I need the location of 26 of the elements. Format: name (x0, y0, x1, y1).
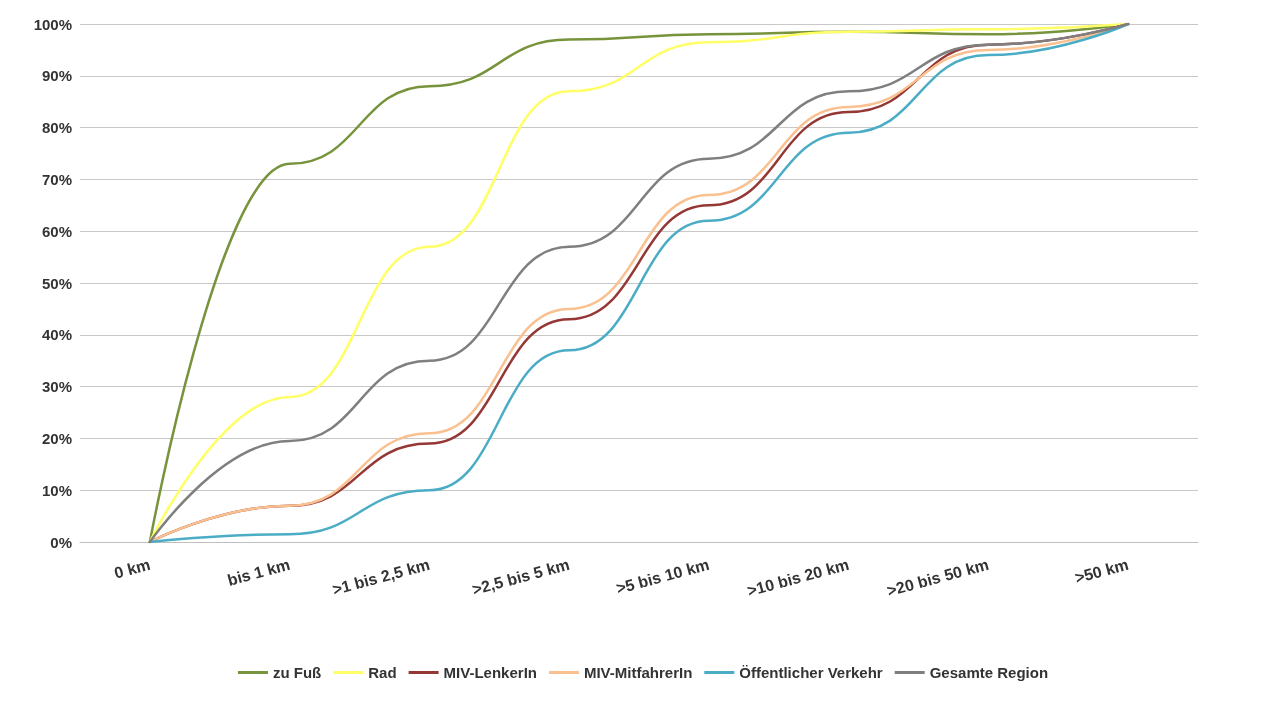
x-tick-label: 0 km (112, 555, 153, 582)
y-tick-label: 60% (41, 222, 72, 240)
y-tick-label: 70% (41, 170, 72, 188)
legend-label: MIV-LenkerIn (443, 664, 537, 681)
legend-label: zu Fuß (272, 664, 322, 681)
legend-label: MIV-MitfahrerIn (583, 664, 693, 681)
x-tick-label: >1 bis 2,5 km (330, 555, 432, 599)
x-tick-label: >20 bis 50 km (885, 555, 991, 600)
x-tick-label: >10 bis 20 km (745, 555, 851, 600)
x-tick-label: >2,5 bis 5 km (470, 555, 572, 599)
x-tick-label: >50 km (1073, 555, 1131, 587)
line-series (148, 22, 1130, 544)
y-tick-label: 20% (41, 429, 72, 447)
x-tick-label: >5 bis 10 km (614, 555, 712, 597)
y-tick-label: 50% (41, 274, 72, 292)
y-tick-label: 90% (41, 67, 72, 85)
x-tick-label: bis 1 km (225, 555, 292, 589)
y-tick-label: 10% (41, 481, 72, 499)
legend-label: Rad (368, 664, 397, 681)
y-tick-label: 0% (50, 533, 72, 551)
legend-label: Öffentlicher Verkehr (739, 664, 883, 681)
legend-label: Gesamte Region (929, 664, 1049, 681)
y-tick-label: 100% (33, 15, 72, 33)
y-tick-label: 80% (41, 119, 72, 137)
y-tick-label: 30% (41, 378, 72, 396)
y-tick-label: 40% (41, 326, 72, 344)
